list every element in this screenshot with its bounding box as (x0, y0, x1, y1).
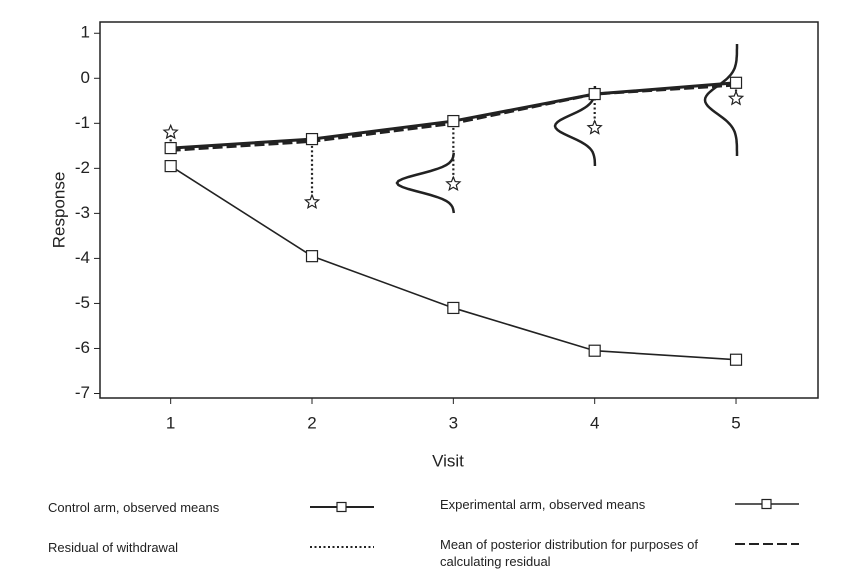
y-tick-label: -5 (75, 293, 90, 312)
square-marker (729, 353, 743, 366)
legend-label: Experimental arm, observed means (440, 497, 646, 512)
x-tick-label: 5 (731, 413, 740, 432)
square-marker (447, 301, 460, 315)
star-marker (727, 90, 745, 106)
star-marker (586, 119, 603, 135)
plot-frame (99, 21, 819, 399)
y-tick-label: -7 (75, 383, 90, 402)
y-tick-label: 0 (81, 68, 90, 87)
y-axis-label: Response (49, 172, 68, 249)
x-axis-label: Visit (432, 451, 464, 470)
square-marker (164, 159, 177, 173)
x-tick-label: 2 (307, 413, 316, 432)
star-marker (303, 193, 321, 210)
star-marker (445, 175, 462, 192)
star-marker (162, 123, 179, 140)
x-tick-label: 1 (166, 413, 175, 432)
square-marker (305, 132, 319, 146)
density-curve (703, 44, 739, 156)
legend-label: Control arm, observed means (48, 500, 220, 515)
y-tick-label: 1 (81, 23, 90, 42)
density-curve (395, 152, 456, 214)
legend-marker (761, 498, 772, 510)
posterior-curves (395, 44, 739, 214)
y-tick-label: -3 (75, 203, 90, 222)
x-tick-label: 3 (449, 413, 458, 432)
y-tick-label: -1 (75, 113, 90, 132)
legend-marker (336, 501, 347, 513)
square-marker (588, 87, 601, 101)
legend-label: Mean of posterior distribution for purpo… (440, 537, 698, 569)
square-marker (305, 250, 319, 263)
series-line (170, 165, 737, 361)
square-marker (164, 141, 177, 155)
y-tick-label: -4 (75, 248, 90, 267)
square-marker (447, 114, 460, 128)
square-marker (729, 76, 743, 89)
x-tick-label: 4 (590, 413, 599, 432)
y-tick-label: -6 (75, 338, 90, 357)
square-marker (588, 344, 601, 357)
y-tick-label: -2 (75, 158, 90, 177)
legend-label: Residual of withdrawal (48, 540, 179, 555)
